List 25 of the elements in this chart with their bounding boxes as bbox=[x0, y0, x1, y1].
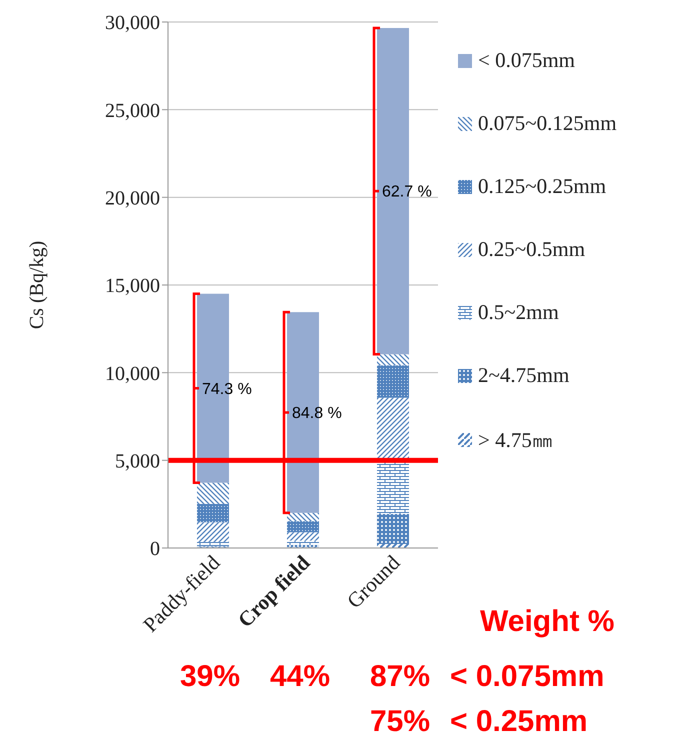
text: 87% bbox=[370, 660, 430, 694]
legend-label: 0.5~2mm bbox=[478, 300, 559, 325]
legend-label: > 4.75㎜ bbox=[478, 427, 553, 454]
y-tick-label: 10,000 bbox=[105, 362, 160, 385]
y-tick-label: 5,000 bbox=[115, 450, 160, 472]
text: 39% bbox=[180, 660, 240, 694]
legend-label: 0.125~0.25mm bbox=[478, 174, 606, 199]
legend-label: 0.25~0.5mm bbox=[478, 237, 586, 262]
text: < 0.075mm bbox=[450, 660, 604, 694]
y-tick-label: 15,000 bbox=[105, 275, 160, 298]
legend-label: 2~4.75mm bbox=[478, 363, 570, 388]
legend-label: 0.075~0.125mm bbox=[478, 111, 617, 136]
y-tick-label: 25,000 bbox=[105, 100, 160, 122]
text: 75% bbox=[370, 705, 430, 739]
annotation: 62.7 % bbox=[382, 184, 432, 201]
annotation: 84.8 % bbox=[292, 405, 342, 422]
text: 44% bbox=[270, 660, 330, 694]
y-tick-label: 30,000 bbox=[105, 12, 160, 34]
text: < 0.25mm bbox=[450, 705, 588, 739]
y-tick-label: 0 bbox=[150, 538, 160, 560]
annotation: 74.3 % bbox=[202, 380, 252, 398]
legend-label: < 0.075mm bbox=[478, 48, 576, 73]
y-tick-label: 20,000 bbox=[105, 187, 160, 210]
y-axis-title: Cs (Bq/kg) bbox=[26, 240, 48, 330]
text: Weight % bbox=[480, 605, 614, 639]
